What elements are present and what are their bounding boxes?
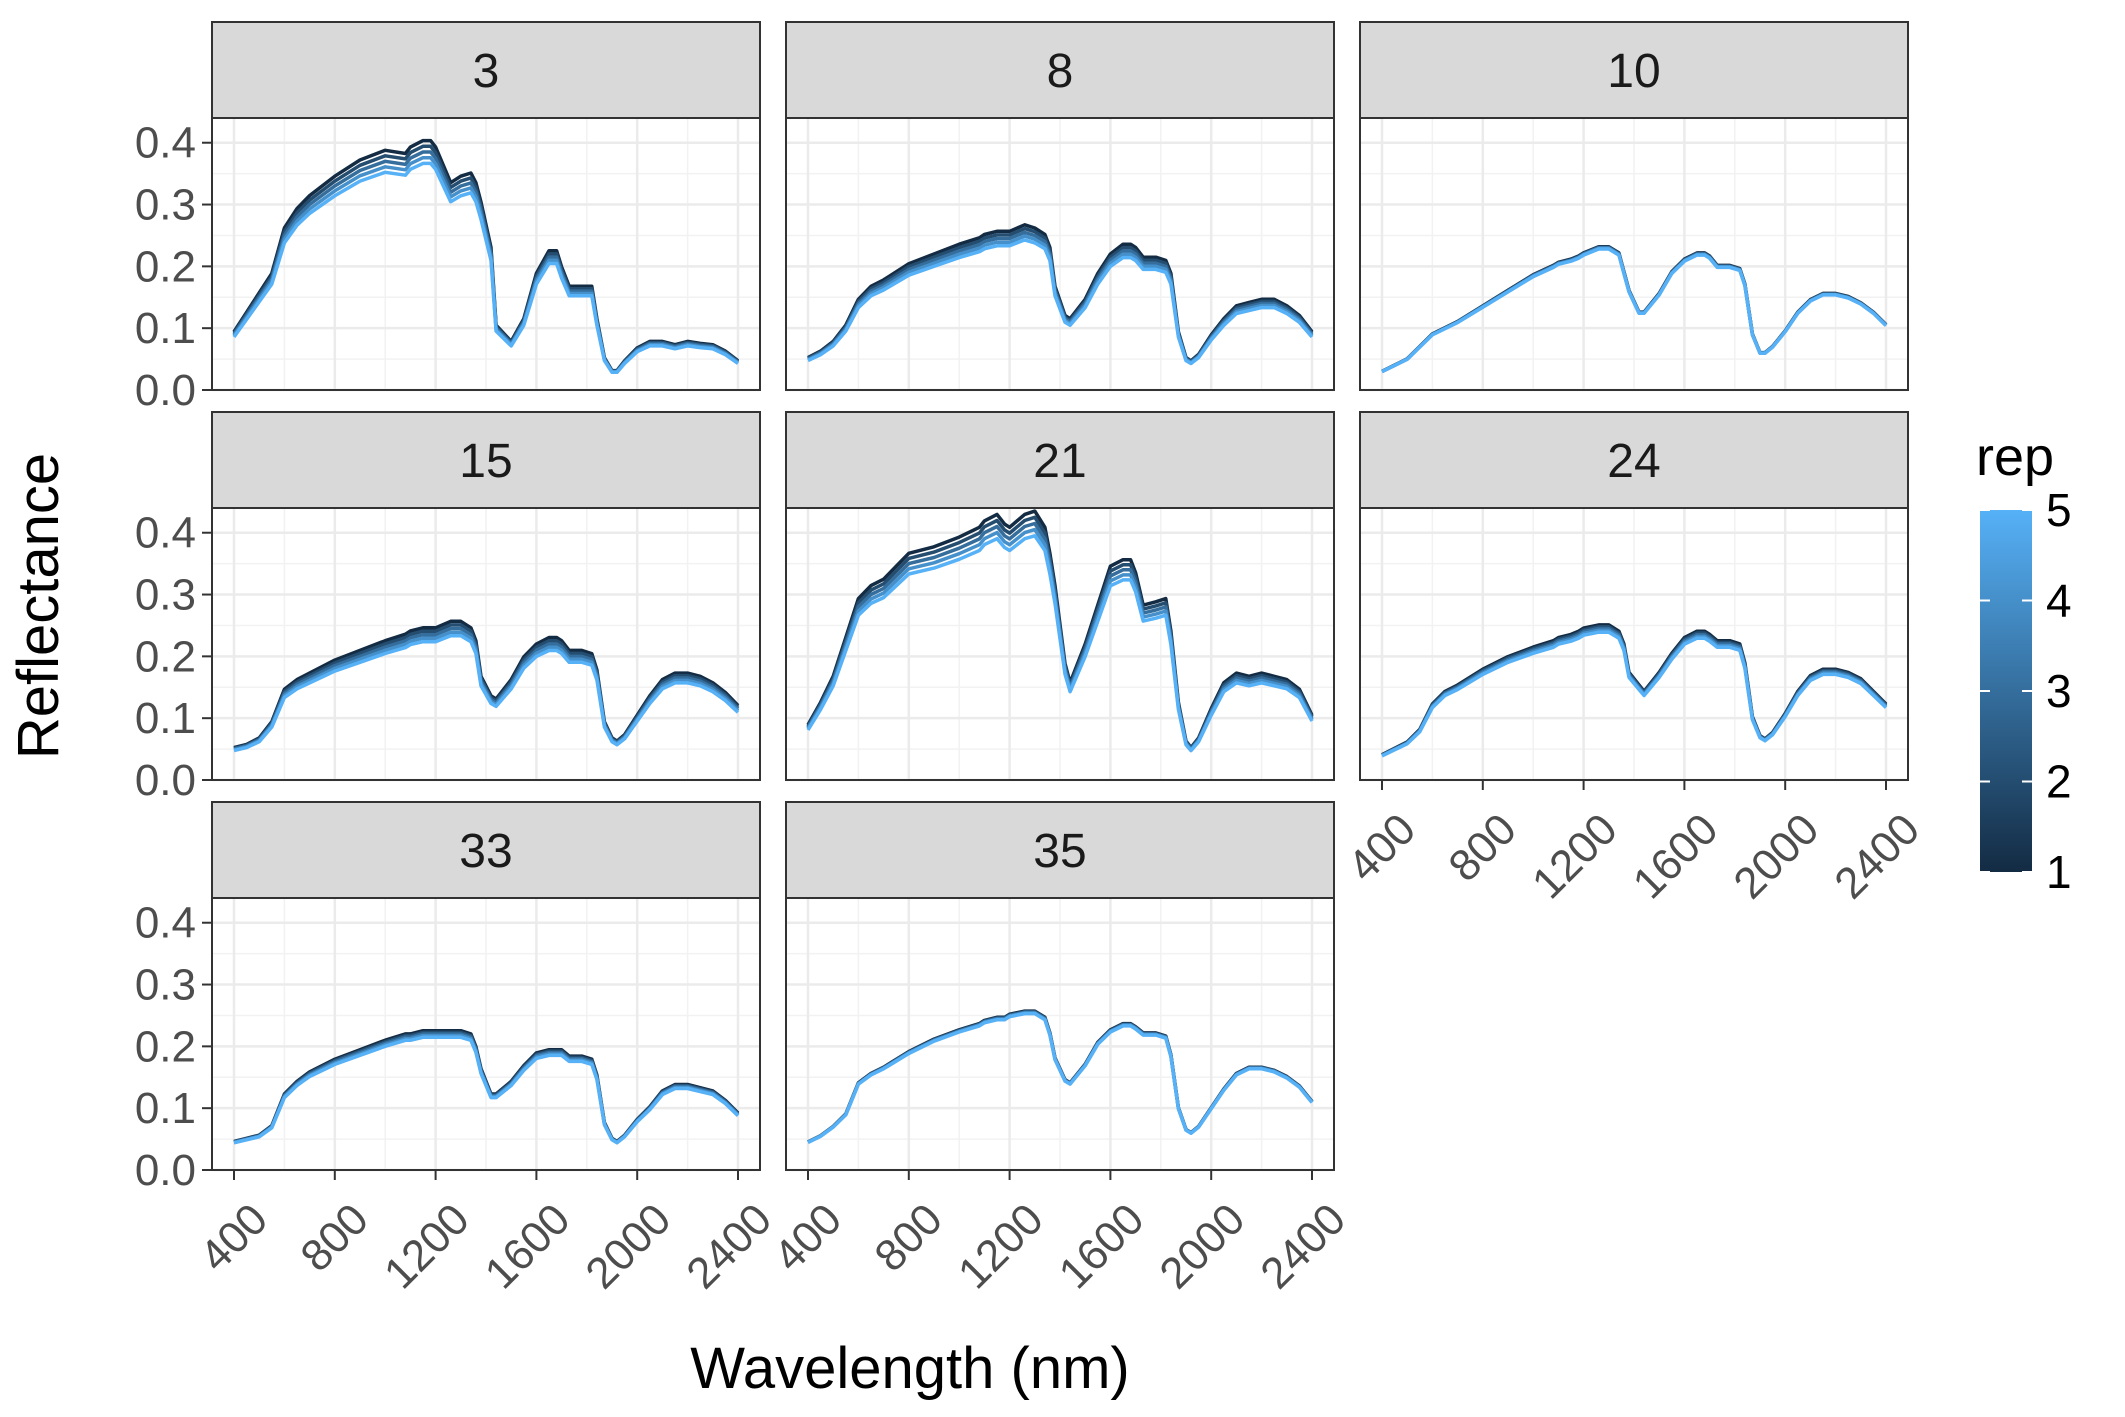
x-tick-label: 2000 <box>576 1194 680 1298</box>
facet-strip-label: 10 <box>1607 45 1660 98</box>
x-tick-label: 800 <box>865 1194 952 1281</box>
y-tick-label: 0.3 <box>135 571 196 620</box>
y-axis-title: Reflectance <box>6 453 71 759</box>
legend-title: rep <box>1976 427 2054 487</box>
x-tick-label: 1600 <box>1624 804 1728 908</box>
facet-panel-3: 3 0.0 0.1 0.2 0.3 0.4 <box>135 22 760 415</box>
y-tick-label: 0.3 <box>135 181 196 230</box>
facet-panel-15: 15 0.0 0.1 0.2 0.3 0.4 <box>135 412 760 805</box>
facet-strip-label: 35 <box>1033 825 1086 878</box>
x-tick-label: 1600 <box>1050 1194 1154 1298</box>
x-tick-label: 1200 <box>1523 804 1627 908</box>
legend: rep 1 2 3 4 5 <box>1976 427 2072 898</box>
x-tick-label: 2000 <box>1724 804 1828 908</box>
y-tick-label: 0.1 <box>135 694 196 743</box>
x-tick-label: 2400 <box>1825 804 1929 908</box>
y-tick-label: 0.1 <box>135 304 196 353</box>
x-tick-label: 400 <box>1339 804 1426 891</box>
facet-strip-label: 33 <box>459 825 512 878</box>
x-tick-label: 1600 <box>476 1194 580 1298</box>
legend-break-label: 2 <box>2046 756 2072 808</box>
y-tick-label: 0.0 <box>135 756 196 805</box>
y-tick-label: 0.2 <box>135 1022 196 1071</box>
x-tick-label: 800 <box>291 1194 378 1281</box>
facet-strip-label: 24 <box>1607 435 1660 488</box>
x-tick-label: 2400 <box>1251 1194 1355 1298</box>
legend-break-label: 1 <box>2046 846 2072 898</box>
x-tick-label: 1200 <box>949 1194 1053 1298</box>
y-tick-label: 0.0 <box>135 366 196 415</box>
y-tick-label: 0.4 <box>135 509 196 558</box>
facet-strip-label: 21 <box>1033 435 1086 488</box>
y-tick-label: 0.1 <box>135 1084 196 1133</box>
facet-strip-label: 15 <box>459 435 512 488</box>
facet-strip-label: 3 <box>473 45 500 98</box>
legend-break-label: 5 <box>2046 484 2072 536</box>
y-tick-label: 0.3 <box>135 961 196 1010</box>
legend-break-label: 4 <box>2046 575 2072 627</box>
y-tick-label: 0.4 <box>135 119 196 168</box>
facet-panel-8: 8 <box>786 22 1334 390</box>
facet-panel-21: 21 <box>786 412 1334 780</box>
y-tick-label: 0.2 <box>135 242 196 291</box>
x-tick-label: 2000 <box>1150 1194 1254 1298</box>
facet-panel-10: 10 <box>1360 22 1908 390</box>
x-tick-label: 800 <box>1439 804 1526 891</box>
x-tick-label: 400 <box>765 1194 852 1281</box>
y-tick-label: 0.0 <box>135 1146 196 1195</box>
facet-strip-label: 8 <box>1047 45 1074 98</box>
x-axis-title: Wavelength (nm) <box>690 1336 1129 1401</box>
x-tick-label: 400 <box>191 1194 278 1281</box>
legend-break-label: 3 <box>2046 665 2072 717</box>
y-tick-label: 0.2 <box>135 632 196 681</box>
x-tick-label: 1200 <box>375 1194 479 1298</box>
y-tick-label: 0.4 <box>135 899 196 948</box>
